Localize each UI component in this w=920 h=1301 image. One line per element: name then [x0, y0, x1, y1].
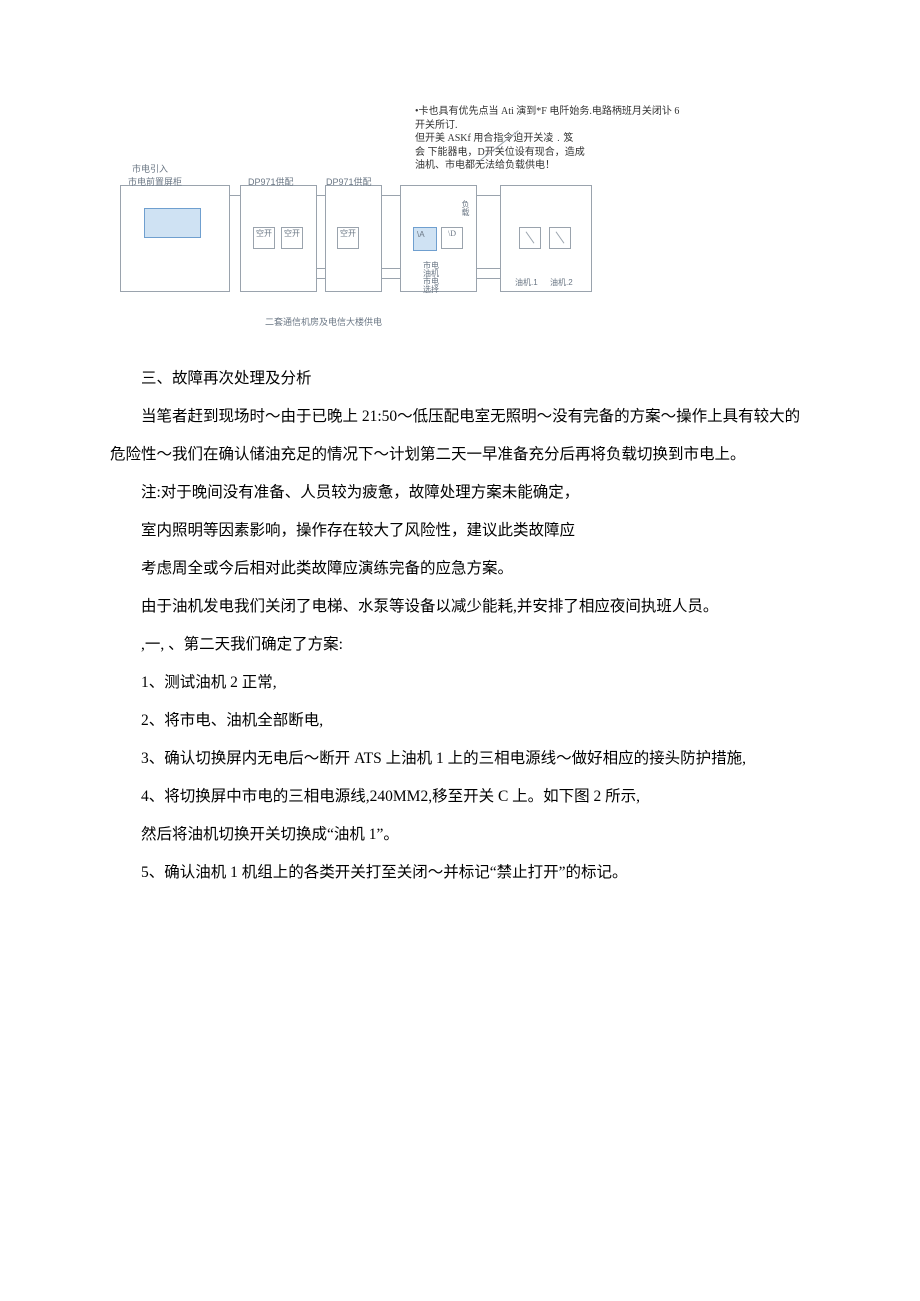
breaker-empty-2: 空开	[281, 227, 303, 249]
panel-gen	[500, 185, 592, 292]
para-6: ,一, 、第二天我们确定了方案:	[110, 626, 810, 664]
diagram-caption: 二套通信机房及电信大楼供电	[265, 315, 382, 328]
callout-line1: •卡也具有优先点当 Ati 演到*F 电阡始务.电路柄班月关闭讣 6 开关所订.	[415, 105, 690, 132]
para-10: 4、将切换屏中市电的三相电源线,240MM2,移至开关 C 上。如下图 2 所示…	[110, 778, 810, 816]
callout-line3: 会 下能器电，D开关位设有现合，造成	[415, 146, 690, 160]
para-2: 注:对于晚间没有准备、人员较为疲惫，故障处理方案未能确定，	[110, 474, 810, 512]
callout-text: •卡也具有优先点当 Ati 演到*F 电阡始务.电路柄班月关闭讣 6 开关所订.…	[415, 105, 690, 173]
gen2-label: 油机.2	[550, 277, 573, 288]
gen1-label: 油机.1	[515, 277, 538, 288]
callout-line4: 油机、市电都无法给负载供电！	[415, 159, 690, 173]
body-text: 三、故障再次处理及分析 当笔者赶到现场时～由于已晚上 21:50～低压配电室无照…	[110, 360, 810, 892]
switch-a-label: \A	[417, 230, 425, 239]
para-12: 5、确认油机 1 机组上的各类开关打至关闭～并标记“禁止打开”的标记。	[110, 854, 810, 892]
label-dp2: DP971供配	[326, 175, 372, 188]
label-fuzai: 负载	[460, 200, 471, 216]
label-input: 市电引入	[132, 162, 168, 175]
para-4: 考虑周全或今后相对此类故障应演练完备的应急方案。	[110, 550, 810, 588]
mid4: 选择	[423, 284, 439, 295]
panel-input	[120, 185, 230, 292]
input-block	[144, 208, 201, 238]
breaker-empty-1: 空开	[253, 227, 275, 249]
callout-line2: 但开美 ASKf 用合指令迫开关凌﹒笈	[415, 132, 690, 146]
para-8: 2、将市电、油机全部断电,	[110, 702, 810, 740]
page: •卡也具有优先点当 Ati 演到*F 电阡始务.电路柄班月关闭讣 6 开关所订.…	[0, 0, 920, 972]
para-3: 室内照明等因素影响，操作存在较大了风险性，建议此类故障应	[110, 512, 810, 550]
gen-switch-2	[549, 227, 571, 249]
label-prebox: 市电前置屏柜	[128, 175, 182, 188]
breaker-empty-3: 空开	[337, 227, 359, 249]
label-dp1: DP971供配	[248, 175, 294, 188]
wiring-diagram: •卡也具有优先点当 Ati 演到*F 电阡始务.电路柄班月关闭讣 6 开关所订.…	[120, 120, 680, 330]
para-11: 然后将油机切换开关切换成“油机 1”。	[110, 816, 810, 854]
switch-d: \D	[441, 227, 463, 249]
gen-switch-1	[519, 227, 541, 249]
para-5: 由于油机发电我们关闭了电梯、水泵等设备以减少能耗,并安排了相应夜间执班人员。	[110, 588, 810, 626]
panel-dp1	[240, 185, 317, 292]
para-1: 当笔者赶到现场时～由于已晚上 21:50～低压配电室无照明～没有完备的方案～操作…	[110, 398, 810, 474]
para-7: 1、测试油机 2 正常,	[110, 664, 810, 702]
para-9: 3、确认切换屏内无电后～断开 ATS 上油机 1 上的三相电源线～做好相应的接头…	[110, 740, 810, 778]
heading-3: 三、故障再次处理及分析	[110, 360, 810, 398]
